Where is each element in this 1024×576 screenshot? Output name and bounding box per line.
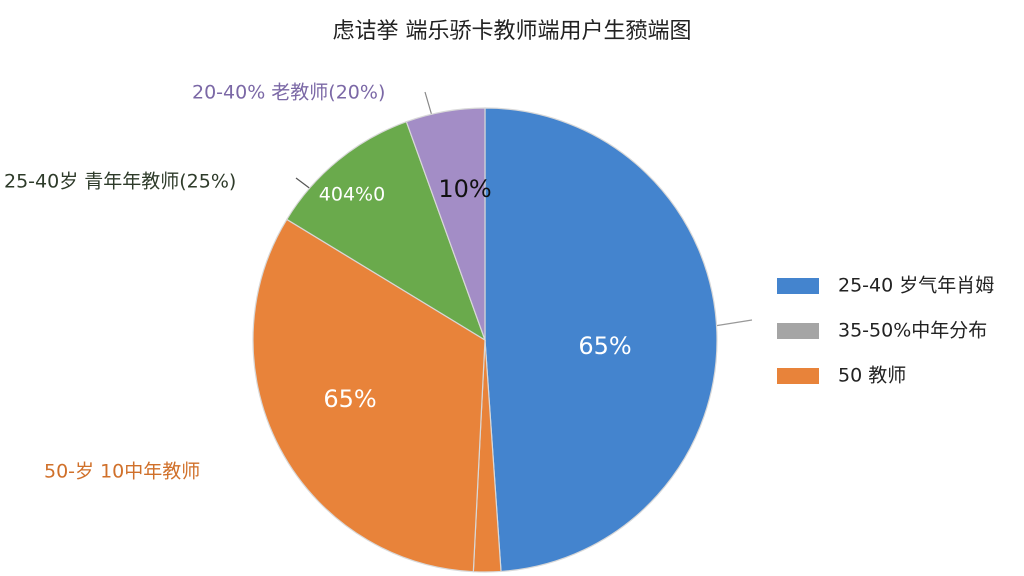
pie-slice — [252, 218, 486, 573]
legend-swatch — [777, 323, 819, 339]
annotation: 50-岁 10中年教师 — [44, 461, 200, 483]
pie-slice — [484, 107, 718, 573]
annotation: 25-40岁 青年年教师(25%) — [4, 171, 236, 193]
chart-title: 虑诘挙 端乐骄卡教师端用户生豮端图 — [333, 19, 692, 44]
legend-label: 35-50%中年分布 — [838, 320, 987, 342]
pie-slice — [405, 107, 486, 341]
legend-label: 50 教师 — [838, 365, 906, 387]
legend-swatch — [777, 278, 819, 294]
annotation: 404%0 — [319, 184, 385, 206]
legend-label: 25-40 岁气年肖姆 — [838, 275, 994, 297]
legend-swatch — [777, 368, 819, 384]
annotation: 20-40% 老教师(20%) — [192, 82, 385, 104]
leader-line — [424, 91, 433, 117]
annotation: 65% — [323, 385, 376, 413]
annotation: 65% — [578, 332, 631, 360]
pie-slice — [285, 120, 487, 342]
annotation: 10% — [438, 175, 491, 203]
